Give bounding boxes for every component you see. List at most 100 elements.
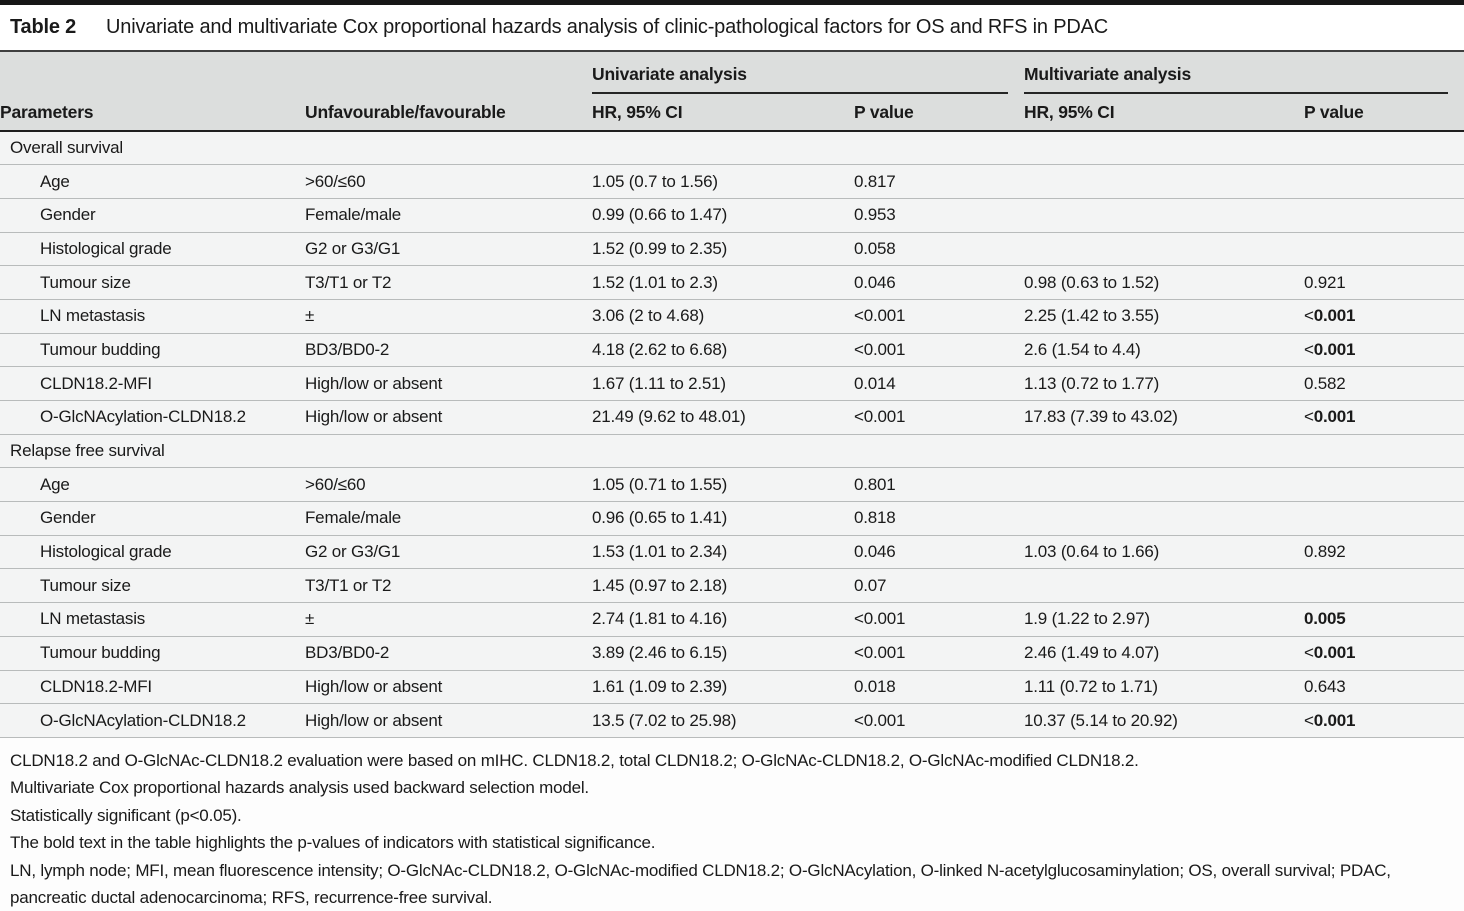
multi-hr-cell: 2.46 (1.49 to 4.07) [1024,636,1305,671]
table-row: O-GlcNAcylation-CLDN18.2 High/low or abse… [0,400,1464,435]
top-rule [0,0,1464,5]
unfavourable-cell: >60/≤60 [305,164,592,199]
table-row: Histological grade G2 or G3/G1 1.53 (1.01 … [0,535,1464,570]
multi-p-cell: <0.001 [1304,636,1464,671]
col-header-parameters: Parameters [0,94,305,132]
col-header-uni-p: P value [854,94,1025,132]
uni-p-cell: 0.817 [854,164,1025,199]
param-cell: Gender [0,198,305,233]
column-header-row: Parameters Unfavourable/favourable HR, 9… [0,94,1464,132]
uni-hr-cell: 1.53 (1.01 to 2.34) [592,535,854,570]
uni-hr-cell: 1.45 (0.97 to 2.18) [592,568,854,604]
uni-hr-cell: 1.52 (1.01 to 2.3) [592,265,854,300]
multi-hr-cell: 1.9 (1.22 to 2.97) [1024,602,1305,637]
table-row: LN metastasis ±2.74 (1.81 to 4.16) <0.001 1… [0,602,1464,637]
group-header-univariate-label: Univariate analysis [592,64,1009,94]
table-row: O-GlcNAcylation-CLDN18.2 High/low or abse… [0,703,1464,738]
multi-hr-cell [1024,232,1305,267]
uni-hr-cell: 13.5 (7.02 to 25.98) [592,703,854,738]
uni-p-cell: <0.001 [854,636,1025,671]
unfavourable-cell: >60/≤60 [305,467,592,503]
uni-p-cell: 0.07 [854,568,1025,604]
multi-p-cell: <0.001 [1304,400,1464,435]
multi-hr-cell [1024,568,1305,604]
unfavourable-cell: ± [305,602,592,637]
table-row: Tumour budding BD3/BD0-2 3.89 (2.46 to 6.1… [0,636,1464,671]
table-row: Age >60/≤60 1.05 (0.7 to 1.56) 0.817 [0,164,1464,199]
unfavourable-cell: BD3/BD0-2 [305,636,592,671]
param-cell: O-GlcNAcylation-CLDN18.2 [0,703,305,738]
results-table: Univariate analysis Multivariate analysi… [0,50,1464,738]
uni-p-cell: 0.058 [854,232,1025,267]
uni-hr-cell: 1.05 (0.71 to 1.55) [592,467,854,503]
col-header-multi-hr: HR, 95% CI [1024,94,1305,132]
param-cell: Gender [0,501,305,536]
multi-hr-cell [1024,198,1305,233]
table-row: Tumour size T3/T1 or T2 1.52 (1.01 to 2.3)… [0,265,1464,300]
multi-hr-cell: 1.03 (0.64 to 1.66) [1024,535,1305,570]
multi-p-cell: 0.892 [1304,535,1464,570]
multi-p-cell: <0.001 [1304,299,1464,334]
group-header-row: Univariate analysis Multivariate analysi… [0,50,1464,94]
unfavourable-cell: Female/male [305,198,592,233]
multi-hr-cell [1024,501,1305,536]
multi-hr-cell: 1.11 (0.72 to 1.71) [1024,670,1305,705]
uni-p-cell: 0.014 [854,366,1025,401]
table-row: Tumour budding BD3/BD0-2 4.18 (2.62 to 6.6… [0,333,1464,368]
table-row: CLDN18.2-MFI High/low or absent 1.67 (1.11… [0,366,1464,401]
multi-hr-cell: 10.37 (5.14 to 20.92) [1024,703,1305,738]
uni-p-cell: 0.046 [854,265,1025,300]
group-header-multivariate: Multivariate analysis [1024,50,1464,94]
uni-p-cell: 0.953 [854,198,1025,233]
unfavourable-cell: High/low or absent [305,670,592,705]
footnote-line: LN, lymph node; MFI, mean fluorescence i… [10,860,1391,908]
multi-p-cell [1304,467,1464,503]
uni-p-cell: <0.001 [854,703,1025,738]
col-header-multi-p: P value [1304,94,1464,132]
uni-hr-cell: 3.89 (2.46 to 6.15) [592,636,854,671]
param-cell: LN metastasis [0,299,305,334]
multi-hr-cell: 1.13 (0.72 to 1.77) [1024,366,1305,401]
table-header: Univariate analysis Multivariate analysi… [0,50,1464,132]
unfavourable-cell: High/low or absent [305,703,592,738]
multi-p-cell: 0.643 [1304,670,1464,705]
table-row: Histological grade G2 or G3/G1 1.52 (0.99 … [0,232,1464,267]
unfavourable-cell: G2 or G3/G1 [305,232,592,267]
param-cell: Age [0,467,305,503]
footnote-line: Multivariate Cox proportional hazards an… [10,778,589,798]
multi-hr-cell: 2.25 (1.42 to 3.55) [1024,299,1305,334]
table-row: LN metastasis ±3.06 (2 to 4.68) <0.001 2.25… [0,299,1464,334]
section-row: Overall survival [0,131,1464,166]
param-cell: Histological grade [0,535,305,570]
group-header-spacer [305,50,592,94]
uni-p-cell: <0.001 [854,333,1025,368]
multi-hr-cell [1024,467,1305,503]
uni-hr-cell: 21.49 (9.62 to 48.01) [592,400,854,435]
group-header-multivariate-label: Multivariate analysis [1024,64,1449,94]
uni-p-cell: 0.818 [854,501,1025,536]
param-cell: Tumour size [0,265,305,300]
col-header-unfavourable: Unfavourable/favourable [305,94,592,132]
unfavourable-cell: High/low or absent [305,366,592,401]
param-cell: LN metastasis [0,602,305,637]
multi-p-cell: <0.001 [1304,333,1464,368]
multi-p-cell: <0.001 [1304,703,1464,738]
unfavourable-cell: T3/T1 or T2 [305,265,592,300]
footnote-line: The bold text in the table highlights th… [10,833,656,853]
footnote-line: CLDN18.2 and O-GlcNAc-CLDN18.2 evaluatio… [10,750,1139,770]
table-caption-label: Table 2 [10,16,77,38]
multi-p-cell [1304,164,1464,199]
multi-p-cell [1304,198,1464,233]
multi-p-cell: 0.582 [1304,366,1464,401]
multi-hr-cell: 0.98 (0.63 to 1.52) [1024,265,1305,300]
param-cell: Tumour size [0,568,305,604]
table-row: Age >60/≤60 1.05 (0.71 to 1.55) 0.801 [0,467,1464,503]
multi-p-cell [1304,568,1464,604]
unfavourable-cell: Female/male [305,501,592,536]
section-row: Relapse free survival [0,434,1464,469]
uni-hr-cell: 3.06 (2 to 4.68) [592,299,854,334]
table-row: CLDN18.2-MFI High/low or absent 1.61 (1.09… [0,670,1464,705]
param-cell: CLDN18.2-MFI [0,366,305,401]
multi-hr-cell: 2.6 (1.54 to 4.4) [1024,333,1305,368]
